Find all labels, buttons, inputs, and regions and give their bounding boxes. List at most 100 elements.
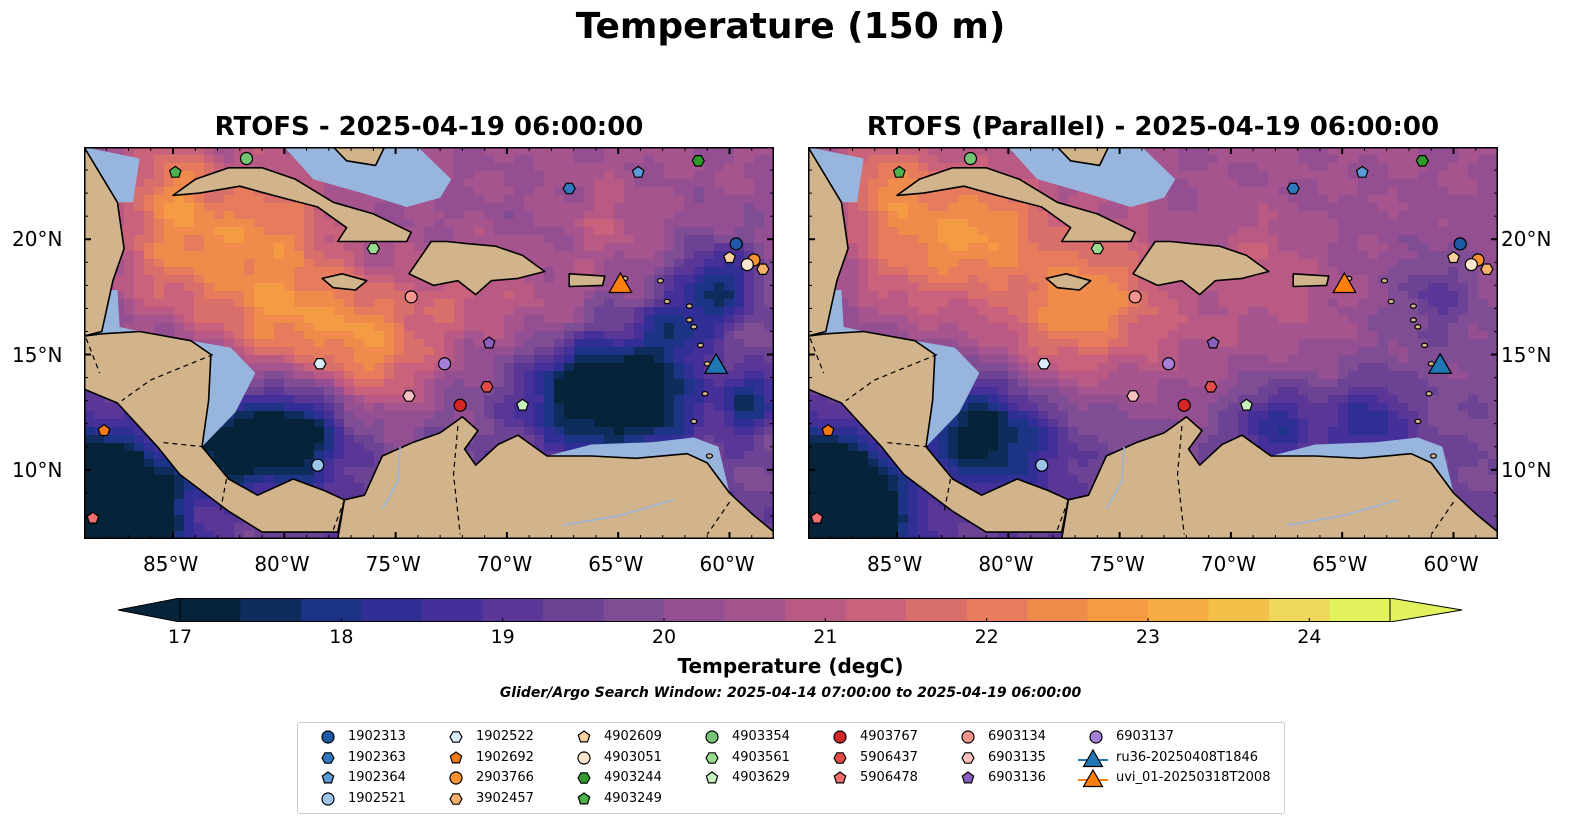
platform-marker-1902363[interactable] <box>1286 182 1300 195</box>
legend-marker[interactable] <box>577 730 591 743</box>
legend-marker[interactable] <box>321 791 335 806</box>
central-america-land <box>84 330 346 533</box>
island <box>663 298 671 305</box>
platform-marker-4902609[interactable] <box>1447 250 1460 264</box>
legend-marker[interactable] <box>321 751 335 764</box>
colorbar-segment <box>422 598 483 622</box>
colorbar-tick-label: 18 <box>329 626 354 648</box>
platform-marker-6903135[interactable] <box>402 390 416 402</box>
country-border <box>452 425 461 535</box>
platform-marker-4902609[interactable] <box>723 250 736 264</box>
platform-marker-4903561[interactable] <box>1090 242 1105 255</box>
legend-marker[interactable] <box>705 771 719 784</box>
platform-marker-5906478[interactable] <box>86 511 100 524</box>
platform-marker-6903136[interactable] <box>1206 336 1220 349</box>
legend-marker[interactable] <box>833 751 847 764</box>
platform-marker-4903767[interactable] <box>453 398 467 412</box>
island <box>1387 298 1395 305</box>
legend-marker[interactable] <box>321 771 335 784</box>
platform-marker-4903051[interactable] <box>740 257 754 272</box>
legend-item-4903629: 4903629 <box>694 768 814 788</box>
platform-marker-4903561[interactable] <box>366 242 381 255</box>
legend-marker[interactable] <box>449 750 463 763</box>
platform-marker-1902692[interactable] <box>97 423 111 437</box>
legend-marker[interactable] <box>833 771 847 784</box>
platform-marker-6903134[interactable] <box>1128 290 1142 304</box>
platform-marker-3902457[interactable] <box>756 263 770 276</box>
legend-marker[interactable] <box>577 791 591 804</box>
legend-marker[interactable] <box>449 731 463 743</box>
platform-marker-4903249[interactable] <box>168 165 182 178</box>
island <box>656 277 665 284</box>
platform-marker-6903137[interactable] <box>1161 357 1176 371</box>
map-panel-rtofs[interactable] <box>84 147 774 539</box>
glider-marker-ru36-20250408T1846[interactable] <box>703 352 729 374</box>
country-border <box>943 478 952 514</box>
legend-marker[interactable] <box>705 730 719 744</box>
colorbar-segment <box>603 598 665 622</box>
platform-marker-1902692[interactable] <box>821 423 835 437</box>
island <box>1414 324 1422 330</box>
legend-label: 4903051 <box>604 749 662 765</box>
country-border <box>883 441 929 448</box>
platform-marker-6903135[interactable] <box>1126 390 1140 402</box>
legend-marker[interactable] <box>577 750 591 765</box>
platform-marker-5906478[interactable] <box>810 511 824 524</box>
platform-marker-1902363[interactable] <box>562 182 576 195</box>
platform-marker-1902522[interactable] <box>313 358 327 370</box>
platform-marker-6903136[interactable] <box>482 336 496 349</box>
platform-marker-6903137[interactable] <box>437 357 452 371</box>
platform-marker-5906437[interactable] <box>480 381 494 393</box>
platform-marker-1902313[interactable] <box>729 237 743 251</box>
jamaica-land <box>1045 273 1092 291</box>
legend-marker[interactable] <box>705 751 719 764</box>
legend-marker[interactable] <box>961 751 975 764</box>
platform-marker-4903354[interactable] <box>239 151 254 166</box>
platform-marker-4903244[interactable] <box>1415 155 1429 167</box>
platform-marker-4903354[interactable] <box>963 151 978 166</box>
legend-marker[interactable] <box>449 771 463 785</box>
country-border <box>219 478 228 514</box>
legend-item-4903767: 4903767 <box>822 727 942 747</box>
glider-marker-uvi_01-20250318T2008[interactable] <box>1332 271 1357 294</box>
glider-marker-uvi_01-20250318T2008[interactable] <box>608 271 633 294</box>
lon-tick-label: 80°W <box>978 552 1034 576</box>
nicaragua-shelf <box>190 340 256 447</box>
colorbar-segment <box>1269 598 1330 622</box>
legend-marker[interactable] <box>961 771 975 784</box>
legend-marker[interactable] <box>1089 730 1103 744</box>
lon-tick-label: 85°W <box>143 552 199 576</box>
colorbar-segment <box>664 598 725 622</box>
legend-marker[interactable] <box>833 730 847 744</box>
platform-marker-3902457[interactable] <box>1480 263 1494 276</box>
legend-marker[interactable] <box>961 730 975 744</box>
lon-tick-label: 65°W <box>588 552 644 576</box>
platform-marker-1902521[interactable] <box>311 458 325 472</box>
lat-tick-label-right: 10°N <box>1501 457 1552 482</box>
platform-marker-1902364[interactable] <box>631 165 645 178</box>
map-panel-rtofs-parallel[interactable] <box>808 147 1498 539</box>
platform-marker-4903051[interactable] <box>1464 257 1478 272</box>
legend-marker[interactable] <box>577 772 591 784</box>
platform-marker-5906437[interactable] <box>1204 381 1218 393</box>
legend-marker[interactable] <box>321 730 335 744</box>
glider-marker-ru36-20250408T1846[interactable] <box>1427 352 1453 374</box>
platform-marker-4903244[interactable] <box>691 155 705 167</box>
platform-marker-1902313[interactable] <box>1453 237 1467 251</box>
legend-glider-marker[interactable] <box>1082 768 1104 788</box>
platform-marker-4903767[interactable] <box>1177 398 1191 412</box>
platform-marker-4903629[interactable] <box>516 398 529 411</box>
colorbar-segment <box>906 598 967 622</box>
platform-marker-1902521[interactable] <box>1035 458 1049 472</box>
legend-glider-marker[interactable] <box>1082 748 1104 767</box>
platform-marker-1902364[interactable] <box>1355 165 1369 178</box>
platform-marker-4903629[interactable] <box>1240 398 1253 411</box>
platform-marker-1902522[interactable] <box>1037 358 1051 370</box>
platform-marker-6903134[interactable] <box>404 290 418 304</box>
tick-marks <box>84 147 774 539</box>
lon-tick-label: 75°W <box>365 552 421 576</box>
island <box>690 324 698 330</box>
puerto-rico-land <box>568 273 606 288</box>
platform-marker-4903249[interactable] <box>892 165 906 178</box>
legend-marker[interactable] <box>449 792 463 805</box>
